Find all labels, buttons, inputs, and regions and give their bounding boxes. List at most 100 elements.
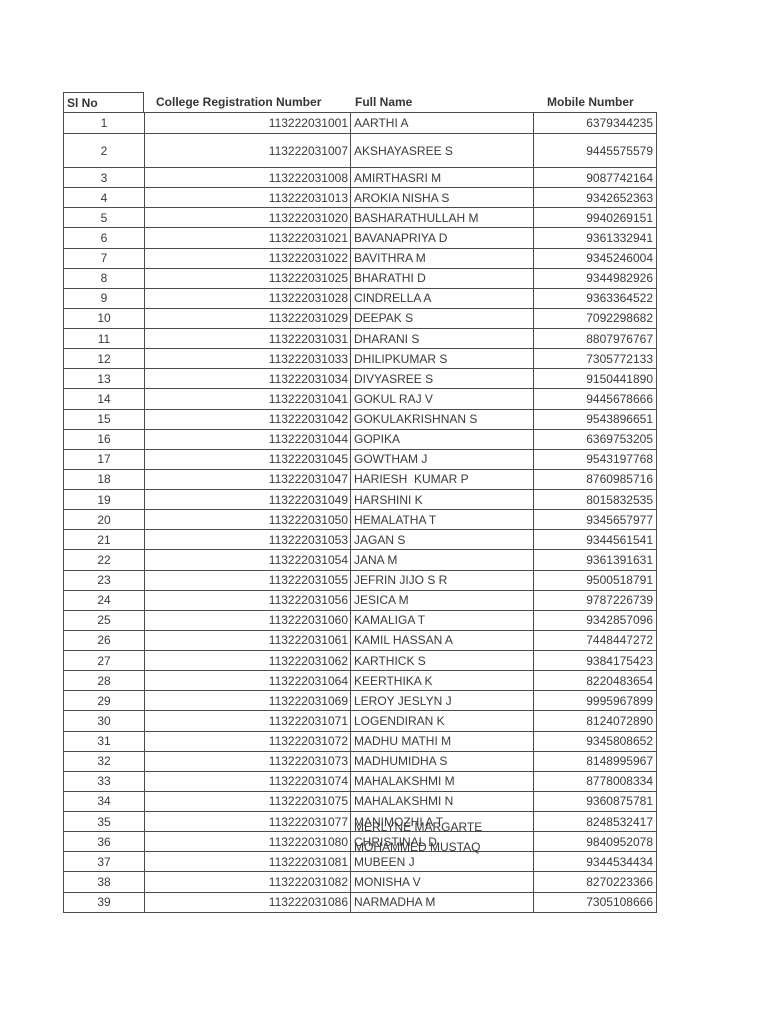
sl-no-cell: 8 (63, 268, 144, 288)
sl-no-cell: 17 (63, 449, 144, 469)
reg-number-cell: 113222031041 (144, 389, 350, 409)
mobile-cell: 7305108666 (533, 892, 657, 912)
mobile-cell: 9344982926 (533, 268, 657, 288)
full-name-cell: CHRISTINAL D MOHAMMED MUSTAQ (350, 832, 533, 853)
full-name-cell: JEFRIN JIJO S R (350, 570, 533, 590)
full-name-cell: AKSHAYASREE S (350, 134, 533, 167)
mobile-cell: 9445575579 (533, 134, 657, 167)
reg-number-cell: 113222031055 (144, 570, 350, 590)
full-name-cell: JANA M (350, 550, 533, 570)
full-name-cell: GOWTHAM J (350, 449, 533, 469)
sl-no-cell: 16 (63, 429, 144, 449)
sl-no-cell: 28 (63, 671, 144, 691)
sl-no-cell: 15 (63, 409, 144, 429)
table-row: 12 113222031033 DHILIPKUMAR S 7305772133 (63, 349, 657, 370)
reg-number-cell: 113222031073 (144, 751, 350, 771)
full-name-cell: MANIMOZHI A T MERLYNE MARGARTE (350, 812, 533, 833)
sl-no-cell: 2 (63, 134, 144, 167)
full-name-cell: DHILIPKUMAR S (350, 349, 533, 369)
table-row: 17 113222031045 GOWTHAM J 9543197768 (63, 449, 657, 470)
sl-no-cell: 38 (63, 872, 144, 892)
full-name-cell: GOKULAKRISHNAN S (350, 409, 533, 429)
mobile-cell: 9445678666 (533, 389, 657, 409)
mobile-cell: 9344561541 (533, 530, 657, 550)
mobile-cell: 9150441890 (533, 369, 657, 389)
mobile-cell: 9344534434 (533, 852, 657, 872)
full-name-cell: JESICA M (350, 590, 533, 610)
mobile-cell: 9345657977 (533, 510, 657, 530)
sl-no-cell: 4 (63, 188, 144, 208)
full-name-cell: DHARANI S (350, 329, 533, 349)
table-row: 25 113222031060 KAMALIGA T 9342857096 (63, 610, 657, 631)
table-row: 13 113222031034 DIVYASREE S 9150441890 (63, 369, 657, 390)
mobile-cell: 9345808652 (533, 731, 657, 751)
full-name-cell: KEERTHIKA K (350, 671, 533, 691)
full-name-cell: KAMALIGA T (350, 610, 533, 630)
full-name-cell: MADHU MATHI M (350, 731, 533, 751)
full-name-cell: HARSHINI K (350, 490, 533, 510)
reg-number-cell: 113222031060 (144, 610, 350, 630)
full-name-cell: JAGAN S (350, 530, 533, 550)
reg-number-cell: 113222031069 (144, 691, 350, 711)
mobile-cell: 8807976767 (533, 329, 657, 349)
reg-number-cell: 113222031056 (144, 590, 350, 610)
mobile-cell: 9787226739 (533, 590, 657, 610)
mobile-cell: 7092298682 (533, 308, 657, 328)
sl-no-cell: 5 (63, 208, 144, 228)
mobile-cell: 8248532417 (533, 812, 657, 832)
reg-number-cell: 113222031050 (144, 510, 350, 530)
table-row: 6 113222031021 BAVANAPRIYA D 9361332941 (63, 228, 657, 249)
reg-number-cell: 113222031075 (144, 791, 350, 811)
mobile-cell: 8760985716 (533, 469, 657, 489)
sl-no-cell: 37 (63, 852, 144, 872)
table-row: 9 113222031028 CINDRELLA A 9363364522 (63, 288, 657, 309)
table-row: 15 113222031042 GOKULAKRISHNAN S 9543896651 (63, 409, 657, 430)
mobile-cell: 9840952078 (533, 832, 657, 852)
reg-number-cell: 113222031053 (144, 530, 350, 550)
mobile-cell: 9342652363 (533, 188, 657, 208)
table-row: 16 113222031044 GOPIKA 6369753205 (63, 429, 657, 450)
reg-number-cell: 113222031008 (144, 168, 350, 188)
full-name-cell: MONISHA V (350, 872, 533, 892)
table-row: 31 113222031072 MADHU MATHI M 9345808652 (63, 731, 657, 752)
full-name-cell: MAHALAKSHMI N (350, 791, 533, 811)
table-row: 30 113222031071 LOGENDIRAN K 8124072890 (63, 711, 657, 732)
reg-number-cell: 113222031082 (144, 872, 350, 892)
reg-number-cell: 113222031001 (144, 113, 350, 133)
reg-number-cell: 113222031007 (144, 134, 350, 167)
reg-number-cell: 113222031081 (144, 852, 350, 872)
reg-number-cell: 113222031022 (144, 248, 350, 268)
table-row: 29 113222031069 LEROY JESLYN J 9995967899 (63, 691, 657, 712)
mobile-cell: 8270223366 (533, 872, 657, 892)
reg-number-cell: 113222031034 (144, 369, 350, 389)
full-name-cell: AARTHI A (350, 113, 533, 133)
mobile-cell: 8778008334 (533, 771, 657, 791)
mobile-cell: 7305772133 (533, 349, 657, 369)
table-row: 14 113222031041 GOKUL RAJ V 9445678666 (63, 389, 657, 410)
full-name-cell: CINDRELLA A (350, 288, 533, 308)
full-name-cell: BAVANAPRIYA D (350, 228, 533, 248)
full-name-cell: MADHUMIDHA S (350, 751, 533, 771)
sl-no-cell: 25 (63, 610, 144, 630)
sl-no-cell: 9 (63, 288, 144, 308)
reg-number-cell: 113222031047 (144, 469, 350, 489)
reg-number-cell: 113222031020 (144, 208, 350, 228)
table-row: 5 113222031020 BASHARATHULLAH M 9940269151 (63, 208, 657, 229)
table-row: 3 113222031008 AMIRTHASRI M 9087742164 (63, 168, 657, 189)
reg-number-cell: 113222031071 (144, 711, 350, 731)
table-header-row: Sl No College Registration Number Full N… (63, 92, 657, 113)
mobile-cell: 9345246004 (533, 248, 657, 268)
reg-number-cell: 113222031044 (144, 429, 350, 449)
mobile-cell: 8148995967 (533, 751, 657, 771)
sl-no-cell: 27 (63, 651, 144, 671)
full-name-cell: LEROY JESLYN J (350, 691, 533, 711)
header-cell-sl-no: Sl No (63, 92, 144, 112)
mobile-cell: 8015832535 (533, 490, 657, 510)
header-cell-registration: College Registration Number (156, 95, 322, 109)
table-row: 24 113222031056 JESICA M 9787226739 (63, 590, 657, 611)
sl-no-cell: 6 (63, 228, 144, 248)
reg-number-cell: 113222031045 (144, 449, 350, 469)
reg-number-cell: 113222031062 (144, 651, 350, 671)
sl-no-cell: 35 (63, 812, 144, 832)
